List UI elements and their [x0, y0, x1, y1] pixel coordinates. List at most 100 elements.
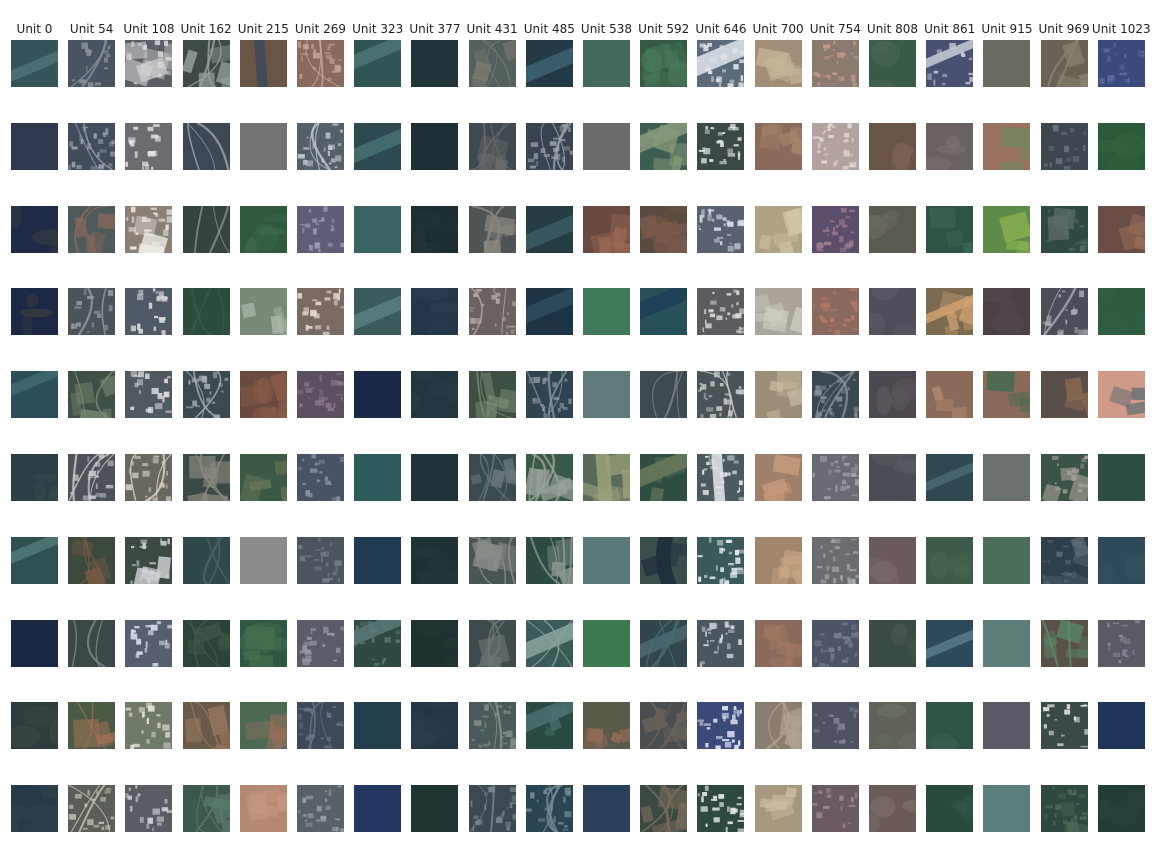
satellite-thumbnail: [525, 536, 573, 584]
image-tile: [354, 536, 402, 584]
image-tile: [640, 785, 688, 833]
unit-label: Unit 108: [123, 22, 175, 36]
satellite-thumbnail: [468, 454, 516, 501]
satellite-thumbnail: [11, 371, 58, 419]
image-tile: [525, 619, 573, 667]
satellite-thumbnail: [125, 205, 173, 253]
image-tile: [182, 619, 230, 667]
image-tile: [68, 454, 116, 501]
image-tile: [525, 40, 573, 87]
satellite-thumbnail: [354, 702, 402, 750]
image-tile: [640, 371, 688, 419]
image-tile: [468, 40, 516, 87]
unit-label: Unit 808: [866, 22, 919, 36]
image-tile: [239, 619, 287, 667]
image-tile: [297, 40, 344, 87]
image-tile: [125, 40, 173, 87]
image-tile: [468, 619, 516, 667]
satellite-thumbnail: [1097, 205, 1145, 253]
satellite-thumbnail: [926, 288, 974, 336]
satellite-thumbnail: [354, 536, 402, 584]
satellite-thumbnail: [411, 205, 459, 253]
satellite-thumbnail: [869, 205, 916, 253]
image-tile: [239, 288, 287, 336]
image-tile: [926, 122, 974, 170]
image-tile: [697, 785, 745, 833]
satellite-thumbnail: [869, 371, 916, 419]
image-tile: [468, 288, 516, 336]
image-tile: [11, 536, 58, 584]
unit-label: Unit 646: [695, 22, 747, 36]
image-tile: [182, 122, 230, 170]
satellite-thumbnail: [239, 288, 287, 336]
image-tile: [983, 702, 1031, 750]
image-tile: [468, 205, 516, 253]
satellite-thumbnail: [583, 454, 630, 501]
satellite-thumbnail: [1040, 619, 1088, 667]
image-tile: [182, 40, 230, 87]
image-tile: [926, 454, 974, 501]
image-tile: [125, 536, 173, 584]
satellite-thumbnail: [182, 122, 230, 170]
image-tile: [354, 785, 402, 833]
image-tile: [468, 122, 516, 170]
image-tile: [297, 454, 344, 501]
image-tile: [1040, 371, 1088, 419]
satellite-thumbnail: [354, 371, 402, 419]
satellite-thumbnail: [811, 536, 859, 584]
satellite-thumbnail: [754, 371, 802, 419]
satellite-thumbnail: [640, 122, 688, 170]
satellite-thumbnail: [754, 702, 802, 750]
image-tile: [1097, 122, 1145, 170]
satellite-thumbnail: [297, 619, 344, 667]
image-tile: [640, 702, 688, 750]
satellite-thumbnail: [354, 454, 402, 501]
satellite-thumbnail: [11, 785, 58, 833]
image-tile: [525, 371, 573, 419]
satellite-thumbnail: [468, 536, 516, 584]
satellite-thumbnail: [1040, 702, 1088, 750]
satellite-thumbnail: [869, 288, 916, 336]
satellite-thumbnail: [869, 702, 916, 750]
image-tile: [11, 619, 58, 667]
image-tile: [926, 371, 974, 419]
satellite-thumbnail: [525, 122, 573, 170]
satellite-thumbnail: [125, 122, 173, 170]
image-tile: [125, 122, 173, 170]
image-tile: [754, 288, 802, 336]
image-tile: [869, 536, 916, 584]
image-tile: [869, 785, 916, 833]
image-tile: [983, 536, 1031, 584]
satellite-thumbnail: [1040, 536, 1088, 584]
satellite-thumbnail: [926, 205, 974, 253]
satellite-thumbnail: [354, 40, 402, 87]
satellite-thumbnail: [239, 702, 287, 750]
image-tile: [926, 40, 974, 87]
satellite-thumbnail: [68, 536, 116, 584]
satellite-thumbnail: [182, 205, 230, 253]
image-tile: [697, 619, 745, 667]
image-tile: [354, 619, 402, 667]
image-tile: [811, 40, 859, 87]
unit-label: Unit 162: [180, 22, 232, 36]
satellite-thumbnail: [68, 205, 116, 253]
satellite-thumbnail: [1097, 536, 1145, 584]
image-tile: [297, 785, 344, 833]
satellite-thumbnail: [525, 288, 573, 336]
image-tile: [525, 785, 573, 833]
satellite-thumbnail: [411, 288, 459, 336]
image-tile: [926, 619, 974, 667]
image-tile: [354, 122, 402, 170]
image-tile: [983, 205, 1031, 253]
image-tile: [354, 702, 402, 750]
image-tile: [411, 785, 459, 833]
image-tile: [239, 205, 287, 253]
image-tile: [297, 536, 344, 584]
satellite-thumbnail: [468, 785, 516, 833]
image-tile: [983, 785, 1031, 833]
satellite-thumbnail: [1040, 122, 1088, 170]
image-tile: [239, 702, 287, 750]
image-tile: [11, 785, 58, 833]
satellite-thumbnail: [926, 122, 974, 170]
image-tile: [468, 785, 516, 833]
